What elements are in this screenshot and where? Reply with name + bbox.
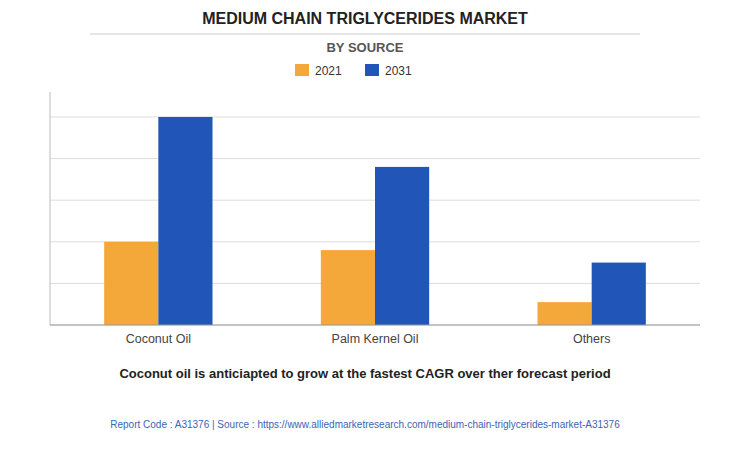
bar bbox=[375, 167, 429, 325]
footer: Report Code : A31376 | Source : https://… bbox=[110, 419, 620, 430]
subtitle: BY SOURCE bbox=[326, 40, 403, 55]
grid-line bbox=[50, 158, 700, 159]
chart: MEDIUM CHAIN TRIGLYCERIDES MARKET BY SOUR… bbox=[0, 0, 730, 453]
bar bbox=[104, 242, 158, 325]
legend: 2021 2031 bbox=[295, 64, 412, 78]
y-axis-line bbox=[50, 92, 51, 325]
legend-label: 2031 bbox=[385, 64, 412, 78]
legend-swatch bbox=[295, 64, 309, 76]
x-tick-label: Others bbox=[573, 332, 611, 346]
grid-line bbox=[50, 325, 700, 326]
bars bbox=[104, 117, 646, 325]
grid bbox=[50, 117, 700, 325]
legend-label: 2021 bbox=[315, 64, 342, 78]
bar bbox=[592, 263, 646, 325]
bar bbox=[538, 302, 592, 325]
grid-line bbox=[50, 116, 700, 117]
legend-swatch bbox=[365, 64, 379, 76]
annotation: Coconut oil is anticiapted to grow at th… bbox=[119, 366, 610, 381]
title: MEDIUM CHAIN TRIGLYCERIDES MARKET bbox=[202, 10, 528, 27]
title-divider bbox=[90, 34, 640, 35]
bar bbox=[158, 117, 212, 325]
bar bbox=[321, 250, 375, 325]
x-axis-line bbox=[50, 325, 700, 326]
x-tick-label: Palm Kernel Oil bbox=[332, 332, 419, 346]
x-tick-label: Coconut Oil bbox=[126, 332, 191, 346]
